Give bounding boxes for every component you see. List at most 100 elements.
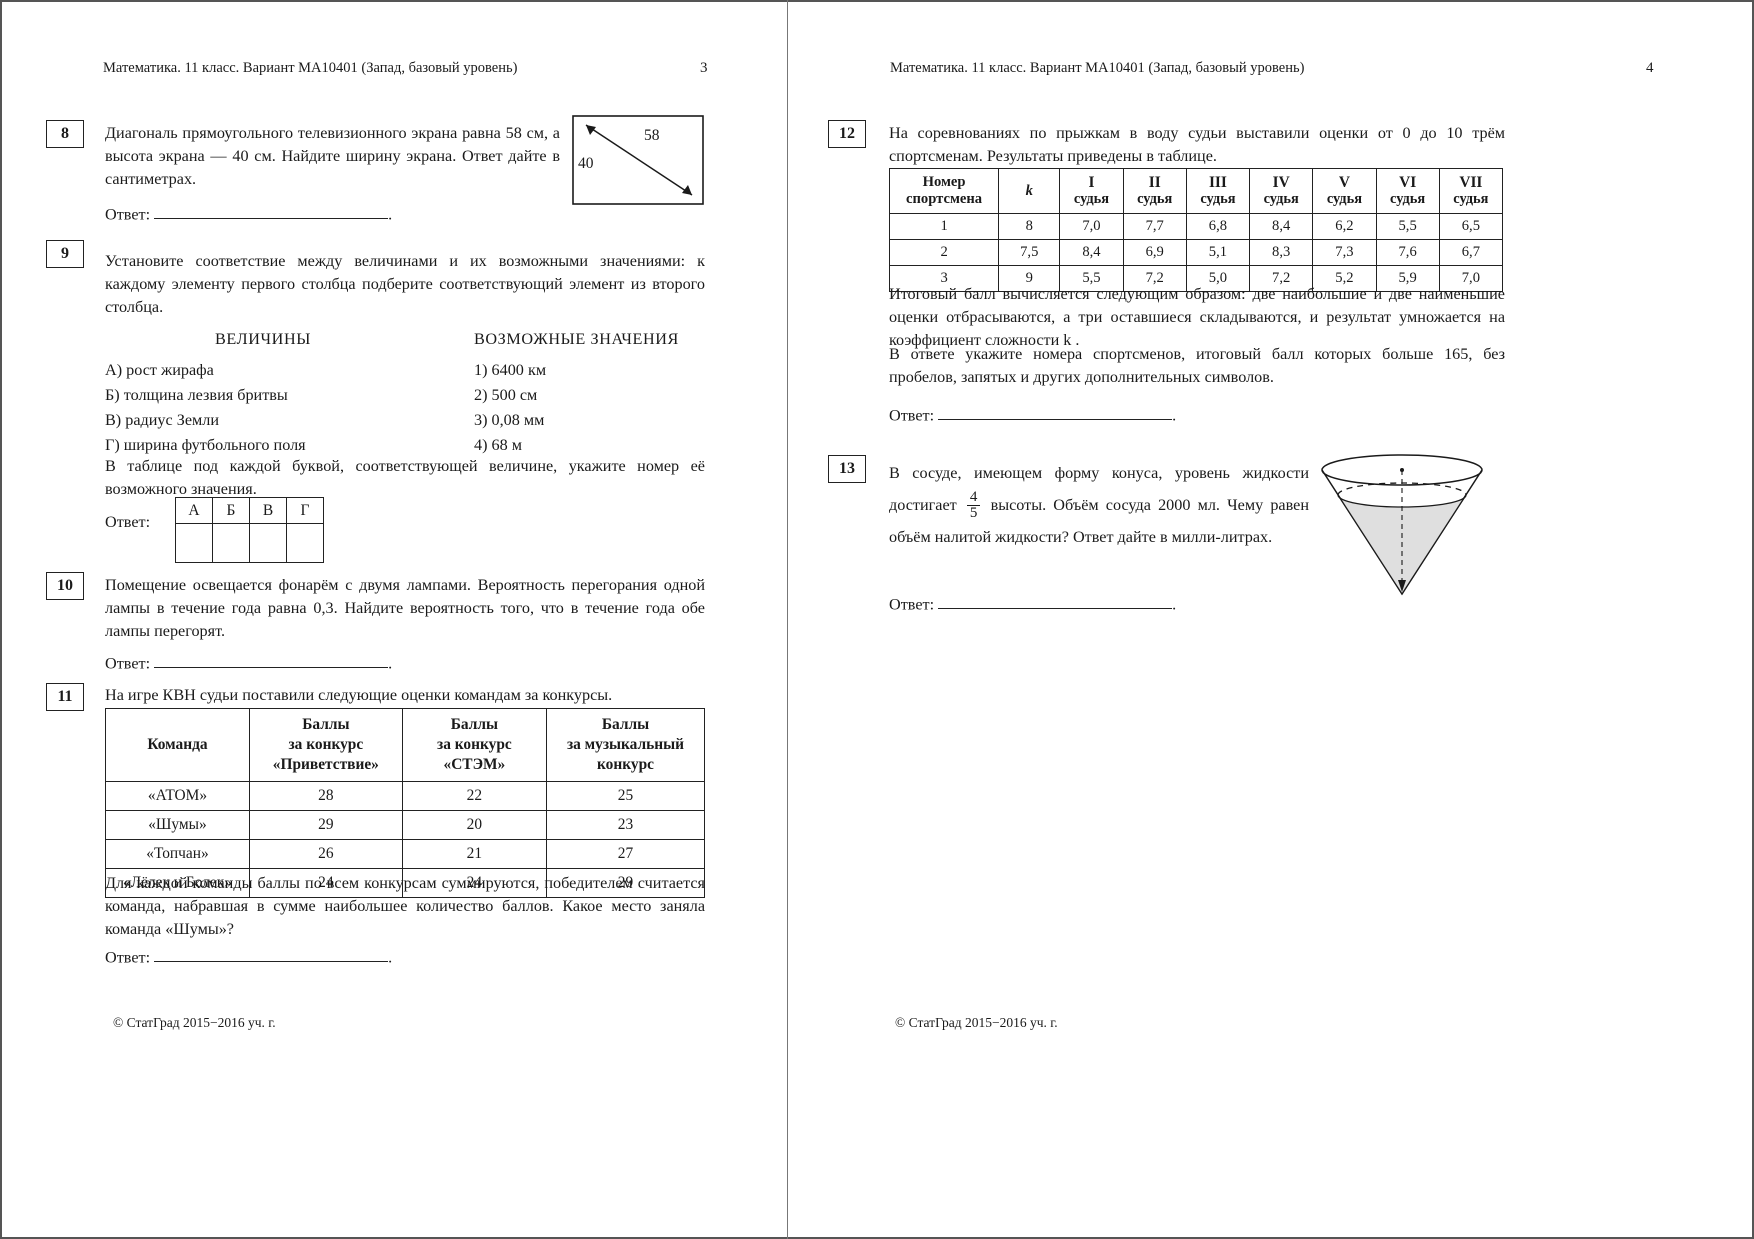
answer-label-10: Ответ: xyxy=(105,654,151,673)
answer-label-13: Ответ: xyxy=(889,595,935,614)
judges-header-athlete-line2: спортсмена xyxy=(906,191,983,207)
tv-screen-figure: 40 58 xyxy=(572,115,704,210)
page-right: Математика. 11 класс. Вариант МА10401 (З… xyxy=(788,0,1754,1239)
page-divider xyxy=(787,0,788,1239)
table-row: 3 9 5,5 7,2 5,0 7,2 5,2 5,9 7,0 xyxy=(888,265,1504,292)
task-11-answer[interactable]: Ответ: . xyxy=(105,946,392,967)
judges-score: 6,5 xyxy=(1438,213,1504,240)
abvg-answer-cell[interactable] xyxy=(286,523,324,563)
abvg-answer-cell[interactable] xyxy=(175,523,213,563)
judges-score: 6,2 xyxy=(1312,213,1377,240)
judges-header-7: VII судья xyxy=(1438,168,1504,214)
task-12-judges-table: Номер спортсмена k I судья II судья III … xyxy=(888,168,1504,292)
judges-score: 5,1 xyxy=(1185,239,1251,266)
judges-score: 6,7 xyxy=(1438,239,1504,266)
kvn-header-music-line1: Баллы xyxy=(601,715,650,733)
answer-blank-13[interactable] xyxy=(938,593,1173,610)
kvn-header-greeting-line1: Баллы xyxy=(302,715,350,733)
quantity-item: Г) ширина футбольного поля xyxy=(105,436,306,454)
judge-roman: V xyxy=(1338,174,1350,192)
task-11-intro: На игре КВН судьи поставили следующие оц… xyxy=(105,686,613,704)
judges-header-athlete: Номер спортсмена xyxy=(888,168,1000,214)
judges-score: 8,4 xyxy=(1059,239,1124,266)
table-row: «Топчан» 26 21 27 xyxy=(105,839,706,869)
judges-header-1: I судья xyxy=(1059,168,1124,214)
judge-word: судья xyxy=(1326,190,1362,207)
task-number-9: 9 xyxy=(46,240,84,268)
page-number-right: 4 xyxy=(1646,60,1654,76)
judges-header-k: k xyxy=(998,168,1061,214)
task-10-text: Помещение освещается фонарём с двумя лам… xyxy=(105,576,705,640)
table-row-header: А Б В Г xyxy=(175,497,324,524)
kvn-header-music-line2: за музыкальный xyxy=(566,735,685,753)
task-12-outro-2: В ответе укажите номера спортсменов, ито… xyxy=(889,345,1505,386)
task-8-text: Диагональ прямоугольного телевизионного … xyxy=(105,124,560,188)
judges-score: 7,2 xyxy=(1122,265,1187,292)
judges-score: 7,7 xyxy=(1122,213,1187,240)
judges-header-6: VI судья xyxy=(1375,168,1440,214)
liquid-level-fraction: 4 5 xyxy=(966,489,981,523)
answer-period-10: . xyxy=(388,654,393,673)
task-12-outro-1: Итоговый балл вычисляется следующим обра… xyxy=(889,285,1505,349)
task-number-10: 10 xyxy=(46,572,84,600)
judge-word: судья xyxy=(1453,190,1489,207)
judge-roman: IV xyxy=(1272,174,1290,192)
judges-score: 5,5 xyxy=(1059,265,1124,292)
task-13-text: В сосуде, имеющем форму конуса, уровень … xyxy=(889,458,1309,554)
footer-right: © СтатГрад 2015−2016 уч. г. xyxy=(895,1015,1058,1030)
answer-blank-12[interactable] xyxy=(938,404,1173,421)
judge-word: судья xyxy=(1263,190,1299,207)
kvn-header-greeting: Баллы за конкурс «Приветствие» xyxy=(248,708,403,782)
judges-header-athlete-line1: Номер xyxy=(922,174,966,191)
task-10-answer[interactable]: Ответ: . xyxy=(105,652,392,673)
kvn-header-team: Команда xyxy=(105,708,250,782)
answer-period-12: . xyxy=(1172,406,1177,425)
judges-athlete-number: 2 xyxy=(888,239,1000,266)
judges-header-2: II судья xyxy=(1122,168,1187,214)
task-12-answer[interactable]: Ответ: . xyxy=(889,404,1176,425)
page-left: Математика. 11 класс. Вариант МА10401 (З… xyxy=(0,0,787,1239)
abvg-answer-cell[interactable] xyxy=(249,523,287,563)
judges-score: 8,4 xyxy=(1249,213,1314,240)
table-row[interactable] xyxy=(175,523,324,563)
answer-blank-11[interactable] xyxy=(154,946,389,963)
judge-roman: I xyxy=(1088,174,1095,192)
task-9-answer-table[interactable]: А Б В Г xyxy=(175,497,324,563)
judges-score: 7,6 xyxy=(1375,239,1440,266)
answer-blank-10[interactable] xyxy=(154,652,389,669)
kvn-greeting-score: 29 xyxy=(248,810,403,840)
kvn-team-name: «АТОМ» xyxy=(105,781,250,811)
judges-score: 6,9 xyxy=(1122,239,1187,266)
page-header-left: Математика. 11 класс. Вариант МА10401 (З… xyxy=(103,60,518,76)
judges-k-value: 8 xyxy=(998,213,1061,240)
quantities-title: ВЕЛИЧИНЫ xyxy=(215,330,311,348)
figure-diagonal-label: 58 xyxy=(644,127,660,144)
judges-header-4: IV судья xyxy=(1249,168,1314,214)
value-item: 4) 68 м xyxy=(474,436,523,454)
judges-score: 8,3 xyxy=(1249,239,1314,266)
task-13-answer[interactable]: Ответ: . xyxy=(889,593,1176,614)
judges-header-3: III судья xyxy=(1185,168,1251,214)
abvg-answer-cell[interactable] xyxy=(212,523,250,563)
task-number-12: 12 xyxy=(828,120,866,148)
judges-athlete-number: 3 xyxy=(888,265,1000,292)
kvn-header-greeting-line2: за конкурс xyxy=(288,735,364,753)
task-number-13: 13 xyxy=(828,455,866,483)
answer-period-8: . xyxy=(388,205,393,224)
answer-blank-8[interactable] xyxy=(154,203,389,220)
judges-athlete-number: 1 xyxy=(888,213,1000,240)
kvn-header-music: Баллы за музыкальный конкурс xyxy=(545,708,706,782)
table-row: 1 8 7,0 7,7 6,8 8,4 6,2 5,5 6,5 xyxy=(888,213,1504,240)
judges-header-5: V судья xyxy=(1312,168,1377,214)
kvn-team-name: «Лёлек и Болек» xyxy=(105,868,250,898)
table-row-header: Номер спортсмена k I судья II судья III … xyxy=(888,168,1504,214)
answer-label-9-wrap: Ответ: xyxy=(105,513,150,532)
task-8-answer[interactable]: Ответ: . xyxy=(105,203,392,224)
answer-label-11: Ответ: xyxy=(105,948,151,967)
kvn-greeting-score: 28 xyxy=(248,781,403,811)
task-12-intro: На соревнованиях по прыжкам в воду судьи… xyxy=(889,124,1505,165)
task-9-outro: В таблице под каждой буквой, соответству… xyxy=(105,457,705,498)
kvn-greeting-score: 24 xyxy=(248,868,403,898)
table-row: «Шумы» 29 20 23 xyxy=(105,810,706,840)
task-number-11: 11 xyxy=(46,683,84,711)
